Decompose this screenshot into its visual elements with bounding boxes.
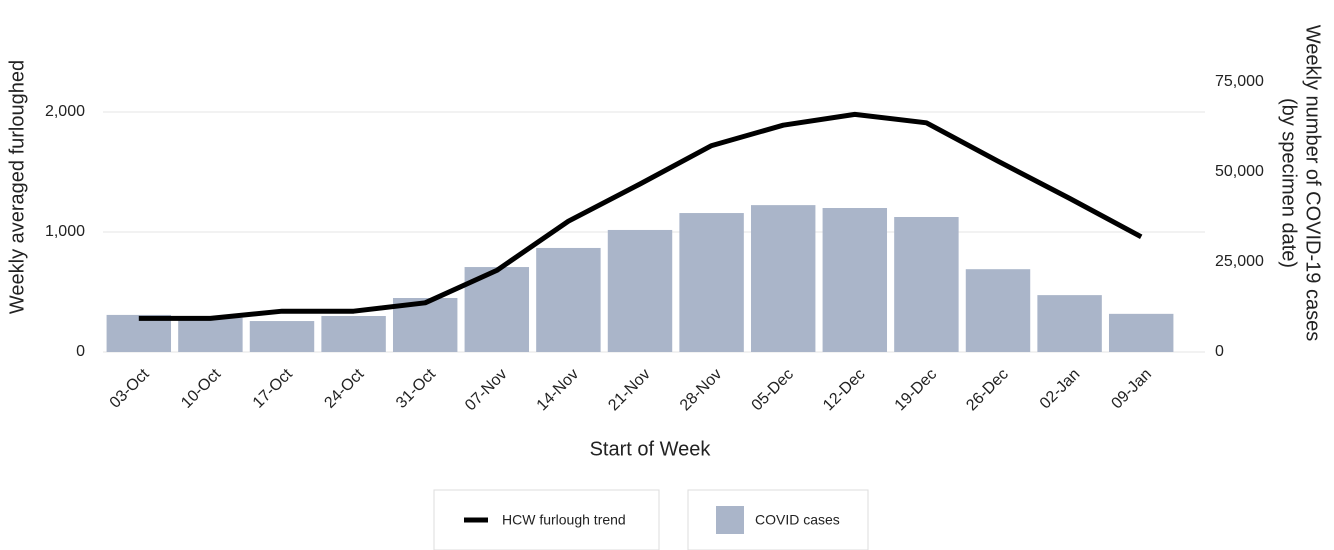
x-tick-label: 02-Jan xyxy=(1037,366,1084,413)
y-axis-title: Weekly averaged furloughed xyxy=(6,60,28,314)
x-tick-label: 10-Oct xyxy=(178,365,224,411)
y2-tick-label: 50,000 xyxy=(1215,163,1264,180)
bar xyxy=(178,317,243,352)
bar xyxy=(750,205,816,352)
x-tick-label: 21-Nov xyxy=(605,366,654,415)
x-tick-label: 05-Dec xyxy=(749,366,798,415)
bar xyxy=(321,316,386,352)
x-axis-title: Start of Week xyxy=(590,438,712,460)
x-tick-label: 26-Dec xyxy=(963,366,1012,415)
x-tick-label: 03-Oct xyxy=(107,365,153,411)
x-tick-label: 17-Oct xyxy=(250,365,296,411)
bar xyxy=(1108,313,1174,352)
bar xyxy=(822,208,888,352)
x-tick-label: 07-Nov xyxy=(462,366,511,415)
x-tick-label: 28-Nov xyxy=(677,366,726,415)
bar xyxy=(106,314,172,352)
x-tick-label: 24-Oct xyxy=(321,365,367,411)
legend-label: COVID cases xyxy=(755,512,840,528)
line xyxy=(138,111,1143,321)
bar xyxy=(249,321,315,352)
legend-label: HCW furlough trend xyxy=(502,512,626,528)
y2-axis-title: Weekly number of COVID-19 cases xyxy=(1302,25,1324,341)
y2-tick-label: 0 xyxy=(1215,343,1224,360)
y-tick-label: 1,000 xyxy=(45,223,85,240)
bar xyxy=(679,213,744,352)
x-tick-label: 09-Jan xyxy=(1108,366,1155,413)
y2-tick-label: 75,000 xyxy=(1215,73,1264,90)
x-tick-label: 31-Oct xyxy=(393,365,439,411)
y2-tick-label: 25,000 xyxy=(1215,253,1264,270)
legend-swatch xyxy=(716,506,744,534)
y2-axis-title: (by specimen date) xyxy=(1278,98,1300,268)
x-tick-label: 14-Nov xyxy=(534,366,583,415)
bar xyxy=(1037,295,1102,352)
x-tick-label: 19-Dec xyxy=(892,366,941,415)
y-tick-label: 2,000 xyxy=(45,103,85,120)
bar xyxy=(894,217,959,352)
bar xyxy=(607,229,673,352)
y-tick-label: 0 xyxy=(76,343,85,360)
bar xyxy=(965,269,1031,352)
x-tick-label: 12-Dec xyxy=(820,366,869,415)
bar xyxy=(536,247,601,352)
